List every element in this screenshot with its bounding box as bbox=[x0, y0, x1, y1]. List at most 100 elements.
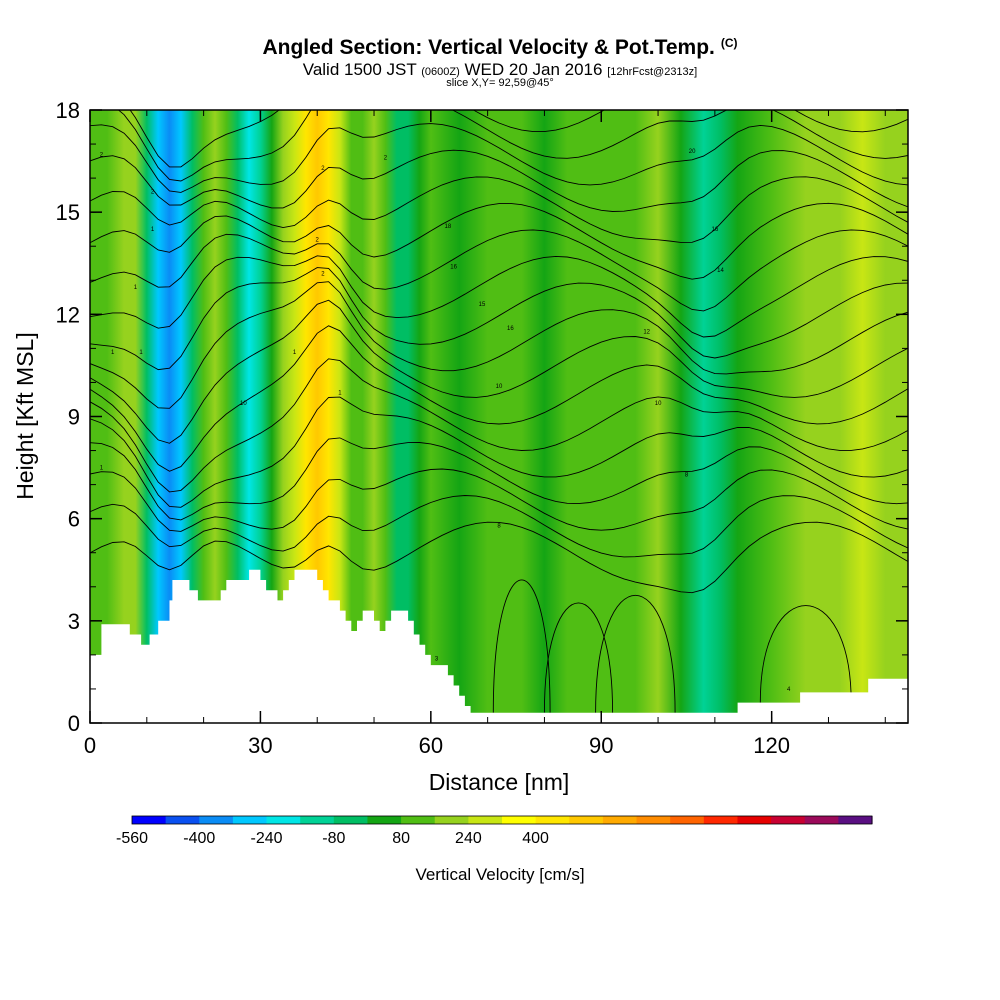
colorbar-tick-labels: -560 -400 -240 -80 80 240 400 bbox=[116, 830, 549, 847]
contour-label: 1 bbox=[134, 285, 138, 291]
colorbar-tick-label: -400 bbox=[183, 830, 215, 847]
theta-contour bbox=[90, 123, 908, 193]
colorbar-swatch bbox=[434, 816, 469, 824]
y-tick-label: 3 bbox=[68, 609, 80, 634]
colorbar-swatch bbox=[703, 816, 739, 824]
theta-contour bbox=[90, 437, 908, 521]
colorbar-swatch bbox=[838, 816, 873, 824]
theta-contour bbox=[90, 281, 908, 409]
x-axis: 0 30 60 90 120 bbox=[84, 110, 790, 758]
colorbar-swatch bbox=[333, 816, 369, 824]
colorbar-swatch bbox=[199, 816, 234, 824]
theta-contour bbox=[543, 602, 614, 713]
x-tick-label: 90 bbox=[589, 733, 613, 758]
colorbar-swatch bbox=[232, 816, 268, 824]
colorbar-swatch bbox=[165, 816, 200, 824]
y-axis-label: Height [Kft MSL] bbox=[12, 332, 38, 499]
theta-contour bbox=[90, 299, 908, 444]
y-tick-label: 6 bbox=[68, 507, 80, 532]
contour-label: 2 bbox=[151, 190, 155, 196]
colorbar-frame bbox=[131, 815, 873, 825]
contour-label: 1 bbox=[338, 391, 342, 397]
contour-label: 1 bbox=[100, 466, 104, 472]
contour-label: 8 bbox=[497, 524, 501, 530]
colorbar-swatch bbox=[535, 816, 570, 824]
y-tick-label: 12 bbox=[56, 302, 80, 327]
contour-label: 1 bbox=[139, 350, 143, 356]
title-text: Angled Section: Vertical Velocity & Pot.… bbox=[262, 36, 715, 59]
colorbar-swatch bbox=[401, 816, 436, 824]
chart-title: Angled Section: Vertical Velocity & Pot.… bbox=[0, 36, 1000, 60]
contour-label: 10 bbox=[240, 401, 247, 407]
chart-subtitle: Valid 1500 JST (0600Z) WED 20 Jan 2016 [… bbox=[0, 60, 1000, 80]
contour-label: 8 bbox=[685, 472, 689, 478]
contour-label: 2 bbox=[316, 237, 320, 243]
terrain-mask bbox=[90, 569, 908, 723]
colorbar-swatch bbox=[602, 816, 638, 824]
colorbar-swatch bbox=[569, 816, 604, 824]
theta-contour bbox=[90, 521, 908, 594]
contour-label: 2 bbox=[321, 166, 325, 172]
contour-label: 1 bbox=[293, 350, 297, 356]
colorbar-label: Vertical Velocity [cm/s] bbox=[415, 865, 584, 884]
valid-prefix: Valid 1500 JST bbox=[302, 60, 417, 79]
y-tick-label: 0 bbox=[68, 711, 80, 736]
colorbar-tick-label: -80 bbox=[322, 830, 345, 847]
contour-label: 2 bbox=[384, 156, 388, 162]
theta-contour bbox=[492, 579, 551, 713]
y-tick-label: 18 bbox=[56, 98, 80, 123]
contour-label: 2 bbox=[321, 272, 325, 278]
theta-contour bbox=[117, 110, 908, 182]
theta-contour bbox=[90, 202, 908, 280]
contour-label: 16 bbox=[712, 227, 719, 233]
x-tick-label: 120 bbox=[753, 733, 790, 758]
colorbar-tick-label: 400 bbox=[522, 830, 549, 847]
forecast-label: [12hrFcst@2313z] bbox=[607, 66, 698, 78]
colorbar-swatch bbox=[737, 816, 772, 824]
x-axis-label: Distance [nm] bbox=[429, 769, 570, 795]
theta-contour bbox=[90, 396, 908, 508]
colorbar-tick-label: -560 bbox=[116, 830, 148, 847]
contour-label: 15 bbox=[479, 302, 486, 308]
theta-contour bbox=[90, 267, 908, 371]
valid-utc: (0600Z) bbox=[421, 66, 460, 78]
x-tick-label: 30 bbox=[248, 733, 272, 758]
contour-label: 10 bbox=[655, 401, 662, 407]
theta-contour bbox=[90, 495, 908, 558]
colorbar bbox=[131, 815, 873, 825]
contour-label: 16 bbox=[450, 265, 457, 271]
theta-contour bbox=[90, 229, 908, 312]
title-suffix: (C) bbox=[720, 36, 738, 50]
colorbar-swatch bbox=[771, 816, 806, 824]
colorbar-swatch bbox=[367, 816, 402, 824]
colorbar-swatch bbox=[468, 816, 503, 824]
contour-label: 18 bbox=[445, 224, 452, 230]
contour-label: 12 bbox=[643, 329, 650, 335]
contour-label: 20 bbox=[689, 149, 696, 155]
colorbar-swatch bbox=[300, 816, 335, 824]
colorbar-tick-label: 240 bbox=[455, 830, 482, 847]
theta-contour bbox=[90, 468, 908, 532]
theta-contour bbox=[90, 255, 908, 338]
valid-date: WED 20 Jan 2016 bbox=[464, 60, 603, 79]
theta-contour bbox=[90, 358, 908, 493]
theta-contour bbox=[129, 110, 908, 168]
colorbar-swatch bbox=[502, 816, 537, 824]
contour-label: 4 bbox=[787, 687, 791, 693]
potential-temperature-contours bbox=[90, 110, 908, 713]
theta-contour bbox=[90, 149, 908, 212]
x-tick-label: 0 bbox=[84, 733, 96, 758]
contour-label: 3 bbox=[435, 656, 439, 662]
theta-contour bbox=[595, 594, 676, 713]
y-tick-label: 9 bbox=[68, 405, 80, 430]
colorbar-swatch bbox=[132, 816, 167, 824]
contour-label: 1 bbox=[111, 350, 115, 356]
x-tick-label: 60 bbox=[419, 733, 443, 758]
contour-label: 14 bbox=[717, 268, 724, 274]
y-tick-label: 15 bbox=[56, 200, 80, 225]
contour-label: 1 bbox=[151, 227, 155, 233]
colorbar-swatch bbox=[266, 816, 301, 824]
